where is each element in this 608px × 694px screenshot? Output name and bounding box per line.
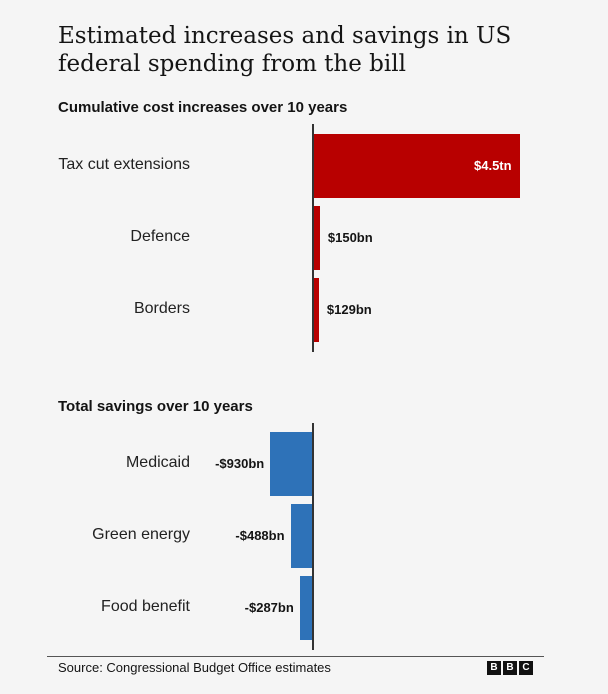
logo-letter: C bbox=[519, 661, 533, 675]
logo-letter: B bbox=[487, 661, 501, 675]
category-label: Tax cut extensions bbox=[58, 156, 190, 173]
bbc-logo: B B C bbox=[487, 661, 533, 675]
value-label: $129bn bbox=[326, 302, 372, 317]
bar bbox=[313, 278, 319, 342]
category-label: Medicaid bbox=[125, 454, 190, 471]
logo-letter: B bbox=[503, 661, 517, 675]
category-label: Defence bbox=[130, 228, 190, 245]
source-note: Source: Congressional Budget Office esti… bbox=[58, 660, 331, 675]
bar bbox=[290, 504, 313, 568]
section-title-increases: Cumulative cost increases over 10 years bbox=[58, 99, 348, 116]
footer-divider bbox=[47, 656, 544, 657]
value-label: $150bn bbox=[327, 230, 373, 245]
zero-axis-line bbox=[312, 124, 314, 352]
zero-axis-line bbox=[312, 423, 314, 650]
bar bbox=[313, 206, 320, 270]
category-label: Borders bbox=[133, 300, 190, 317]
value-label: -$488bn bbox=[235, 528, 285, 543]
bar bbox=[313, 134, 520, 198]
value-label: -$287bn bbox=[244, 600, 294, 615]
bar bbox=[270, 432, 313, 496]
value-label: $4.5tn bbox=[474, 158, 512, 173]
bar bbox=[299, 576, 313, 640]
value-label: -$930bn bbox=[215, 456, 265, 471]
category-label: Green energy bbox=[92, 526, 190, 543]
category-label: Food benefit bbox=[101, 598, 190, 615]
section-title-savings: Total savings over 10 years bbox=[58, 398, 253, 415]
chart-title: Estimated increases and savings in US fe… bbox=[58, 23, 512, 77]
